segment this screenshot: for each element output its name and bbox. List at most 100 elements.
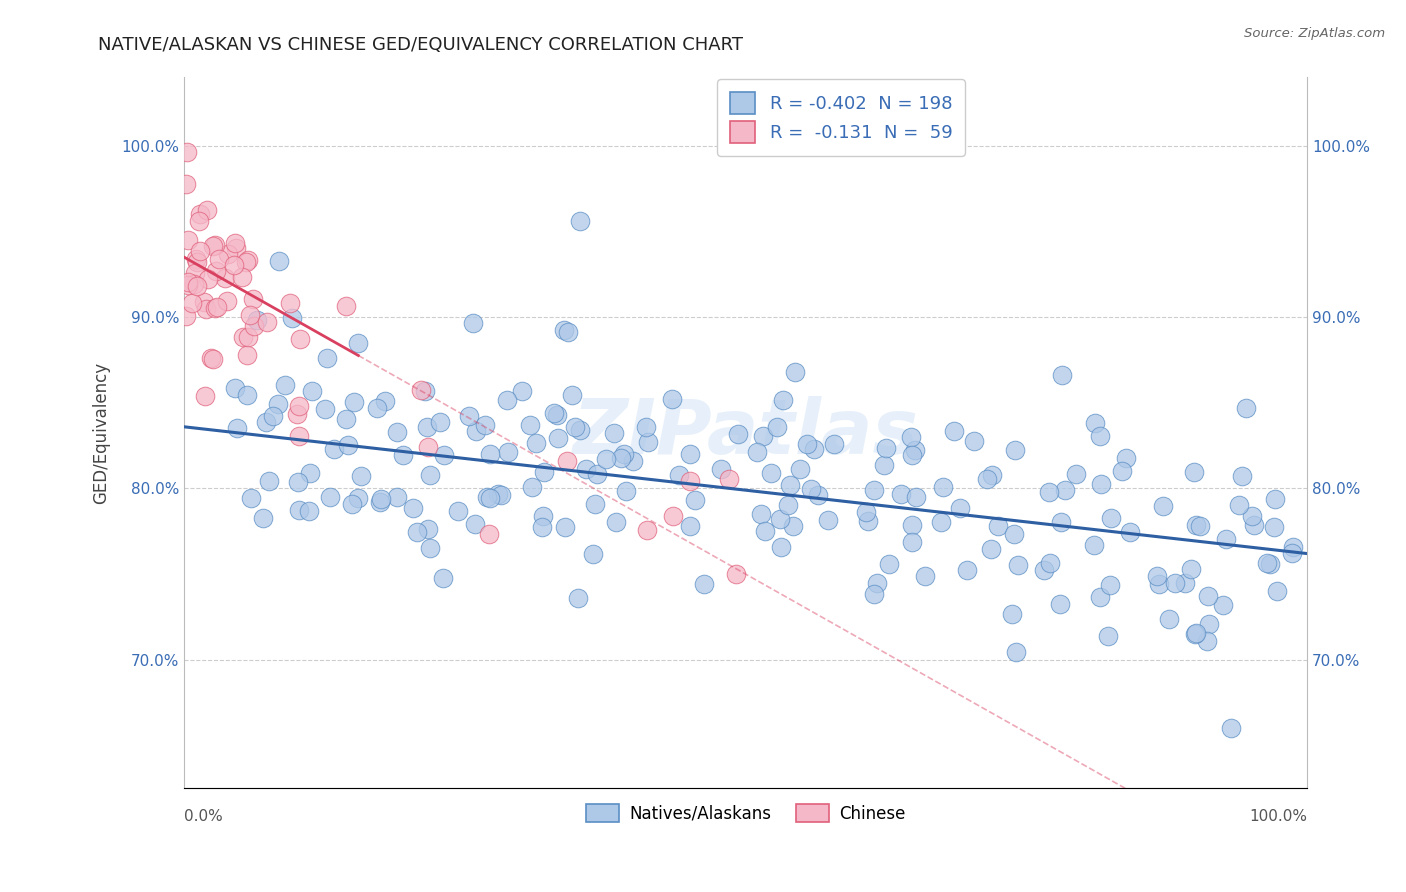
Point [1281,546,1303,560]
Point [1197,590,1219,604]
Point [783,365,806,379]
Point [987,519,1010,533]
Point [905,491,928,505]
Point [555,454,578,468]
Point [174,177,197,191]
Point [273,378,295,392]
Point [288,502,311,516]
Point [186,255,208,269]
Point [595,452,617,467]
Point [281,310,304,325]
Point [236,348,259,362]
Point [429,415,451,429]
Point [1038,484,1060,499]
Point [524,436,547,450]
Point [554,520,576,534]
Point [679,519,702,533]
Point [981,468,1004,483]
Point [932,480,955,494]
Point [239,308,262,322]
Point [866,575,889,590]
Point [1088,429,1111,443]
Point [181,295,204,310]
Point [188,244,211,258]
Point [900,430,922,444]
Text: Source: ZipAtlas.com: Source: ZipAtlas.com [1244,27,1385,40]
Point [301,384,323,398]
Point [200,351,222,366]
Point [873,458,896,472]
Point [1152,500,1174,514]
Point [557,325,579,339]
Point [457,409,479,423]
Point [413,384,436,399]
Point [561,388,583,402]
Point [287,475,309,489]
Point [1227,498,1250,512]
Y-axis label: GED/Equivalency: GED/Equivalency [93,362,110,504]
Point [463,316,485,330]
Point [1146,568,1168,582]
Point [1090,590,1112,604]
Point [433,448,456,462]
Point [662,509,685,524]
Point [1212,598,1234,612]
Point [419,467,441,482]
Point [759,466,782,480]
Point [177,277,200,292]
Point [766,419,789,434]
Point [901,518,924,533]
Point [1240,508,1263,523]
Point [1234,401,1257,415]
Point [621,454,644,468]
Point [613,447,636,461]
Point [183,267,205,281]
Point [1004,442,1026,457]
Point [222,258,245,272]
Point [464,516,486,531]
Point [948,501,970,516]
Point [575,462,598,476]
Point [183,277,205,292]
Point [366,401,388,415]
Point [496,392,519,407]
Point [224,381,246,395]
Point [204,301,226,315]
Point [636,523,658,537]
Point [530,520,553,534]
Point [197,272,219,286]
Point [217,247,239,261]
Point [477,491,499,505]
Point [447,504,470,518]
Text: ZIPatlas: ZIPatlas [572,396,918,470]
Text: 0.0%: 0.0% [184,809,224,823]
Point [942,424,965,438]
Point [678,447,700,461]
Point [770,541,793,555]
Point [956,563,979,577]
Point [387,491,409,505]
Point [1157,612,1180,626]
Point [1064,467,1087,481]
Point [1099,511,1122,525]
Point [1185,518,1208,533]
Point [343,394,366,409]
Point [772,392,794,407]
Point [177,275,200,289]
Point [479,447,502,461]
Point [242,293,264,307]
Point [817,513,839,527]
Point [963,434,986,448]
Point [1118,525,1140,540]
Point [1197,634,1219,648]
Point [752,429,775,443]
Point [1007,558,1029,573]
Point [478,527,501,541]
Point [533,466,555,480]
Point [727,426,749,441]
Point [914,569,936,583]
Point [256,315,278,329]
Point [193,295,215,310]
Point [406,525,429,540]
Point [236,253,259,268]
